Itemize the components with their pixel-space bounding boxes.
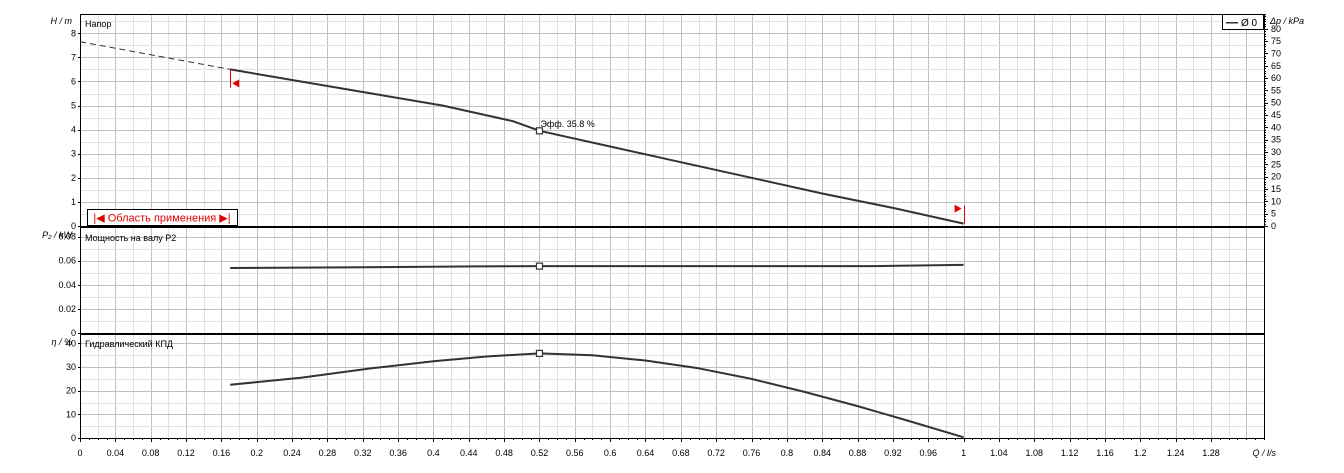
head-y-tick-label: 0	[71, 221, 76, 231]
panel-frame	[80, 14, 1265, 227]
head-panel-title: Напор	[85, 19, 111, 29]
head-right-tick-label: 55	[1271, 85, 1281, 95]
label-layer: 01234567800.020.040.060.0801020304005101…	[42, 14, 1304, 458]
x-tick-label: 0.36	[389, 448, 407, 458]
x-tick-label: 0.68	[672, 448, 690, 458]
x-tick-label: 0.12	[177, 448, 195, 458]
power-curve	[230, 263, 964, 269]
x-tick-label: 1.28	[1202, 448, 1220, 458]
efficiency-y-tick-label: 30	[66, 362, 76, 372]
x-tick-label: 0.16	[213, 448, 231, 458]
x-tick-label: 1.24	[1167, 448, 1185, 458]
x-tick-label: 0.2	[250, 448, 263, 458]
head-y-tick-label: 4	[71, 125, 76, 135]
legend-label: Ø 0	[1241, 18, 1258, 29]
x-tick-label: 0.52	[531, 448, 549, 458]
frame-layer	[80, 14, 1265, 439]
head-y-tick-label: 8	[71, 28, 76, 38]
efficiency-y-tick-label: 40	[66, 338, 76, 348]
grid-layer	[80, 14, 1265, 439]
panel-frame	[80, 334, 1265, 439]
x-tick-label: 0.56	[566, 448, 584, 458]
x-tick-label: 0.72	[707, 448, 725, 458]
head-right-tick-label: 0	[1271, 221, 1276, 231]
efficiency-panel-title: Гидравлический КПД	[85, 339, 173, 349]
efficiency-y-tick-label: 20	[66, 386, 76, 396]
head-right-tick-label: 65	[1271, 61, 1281, 71]
head-y-tick-label: 7	[71, 52, 76, 62]
head-right-tick-label: 70	[1271, 48, 1281, 58]
head-y-tick-label: 1	[71, 197, 76, 207]
range-legend-box	[87, 209, 238, 226]
x-tick-label: 0.6	[604, 448, 617, 458]
power-y-tick-label: 0.02	[58, 304, 76, 314]
head-y-tick-label: 2	[71, 173, 76, 183]
x-tick-label: 0.04	[107, 448, 125, 458]
efficiency-y-axis-title: η / %	[51, 337, 72, 347]
x-tick-label: 0.64	[637, 448, 655, 458]
x-tick-label: 0.96	[919, 448, 937, 458]
efficiency-duty-point	[535, 349, 544, 357]
range-legend-label: |◀ Область применения ▶|	[93, 213, 230, 225]
head-right-tick-label: 80	[1271, 24, 1281, 34]
head-duty-point	[535, 127, 544, 135]
x-tick-label: 0.88	[849, 448, 867, 458]
x-tick-label: 0.48	[495, 448, 513, 458]
power-y-tick-label: 0	[71, 328, 76, 338]
x-tick-label: 0	[77, 448, 82, 458]
efficiency-y-tick-label: 0	[71, 433, 76, 443]
x-tick-label: 0.44	[460, 448, 478, 458]
efficiency-curve	[230, 352, 964, 439]
x-tick-label: 0.08	[142, 448, 160, 458]
head-y-tick-label: 5	[71, 101, 76, 111]
x-tick-label: 1.2	[1134, 448, 1147, 458]
efficiency-annotation: Эфф. 35.8 %	[540, 119, 594, 129]
head-curve	[230, 68, 964, 225]
head-y-tick-label: 3	[71, 149, 76, 159]
x-tick-label: 0.32	[354, 448, 372, 458]
head-right-tick-label: 15	[1271, 184, 1281, 194]
head-right-tick-label: 25	[1271, 159, 1281, 169]
power-duty-point	[535, 262, 544, 270]
head-right-tick-label: 75	[1271, 36, 1281, 46]
power-y-tick-label: 0.06	[58, 256, 76, 266]
x-tick-label: 1.16	[1096, 448, 1114, 458]
x-tick-label: 0.4	[427, 448, 440, 458]
x-tick-label: 1.08	[1026, 448, 1044, 458]
head-right-tick-label: 10	[1271, 196, 1281, 206]
head-right-tick-label: 30	[1271, 147, 1281, 157]
x-tick-label: 1.04	[990, 448, 1008, 458]
x-tick-label: 0.92	[884, 448, 902, 458]
x-tick-label: 1.12	[1061, 448, 1079, 458]
head-right-tick-label: 5	[1271, 209, 1276, 219]
x-tick-label: 0.28	[319, 448, 337, 458]
x-axis-title: Q / l/s	[1252, 448, 1276, 458]
power-panel-title: Мощность на валу P2	[85, 233, 176, 243]
head-right-tick-label: 45	[1271, 110, 1281, 120]
curve-layer	[79, 41, 964, 439]
x-tick-label: 0.84	[813, 448, 831, 458]
legend-box	[1222, 14, 1264, 30]
head-y-tick-label: 6	[71, 76, 76, 86]
x-tick-label: 0.8	[781, 448, 794, 458]
head-right-tick-label: 35	[1271, 135, 1281, 145]
head-right-tick-label: 40	[1271, 122, 1281, 132]
panel-frame	[80, 227, 1265, 334]
efficiency-y-tick-label: 10	[66, 409, 76, 419]
head-right-tick-label: 50	[1271, 98, 1281, 108]
power-y-axis-title: P₂ / kW	[42, 230, 73, 240]
head-right-tick-label: 20	[1271, 172, 1281, 182]
range-end-arrow-icon	[954, 204, 962, 213]
range-start-arrow-icon	[232, 79, 240, 88]
x-tick-label: 0.76	[743, 448, 761, 458]
x-tick-label: 1	[961, 448, 966, 458]
head-right-axis-title: Δp / kPa	[1269, 16, 1304, 26]
head-y-axis-title: H / m	[51, 16, 73, 26]
head-extrapolation-line	[79, 41, 231, 70]
power-y-tick-label: 0.08	[58, 232, 76, 242]
power-y-tick-label: 0.04	[58, 280, 76, 290]
x-tick-label: 0.24	[283, 448, 301, 458]
head-right-tick-label: 60	[1271, 73, 1281, 83]
